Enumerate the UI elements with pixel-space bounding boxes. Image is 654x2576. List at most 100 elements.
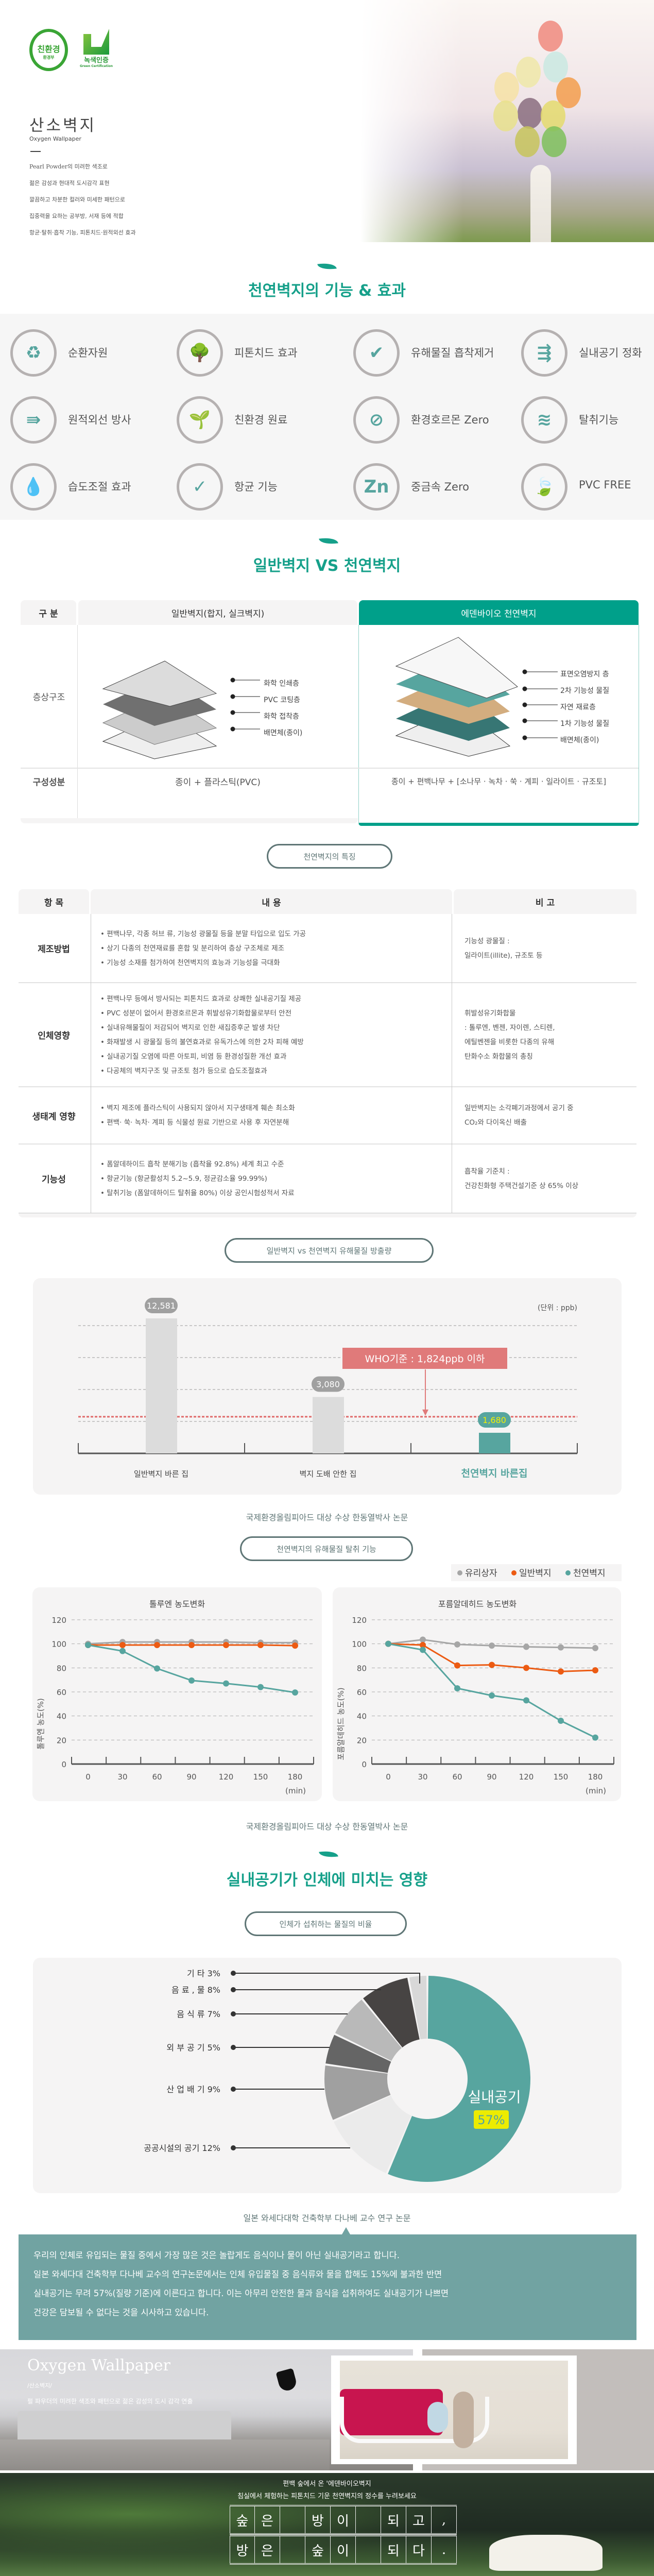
- table-header-note: 비 고: [454, 889, 636, 914]
- natural-layer-diagram: [395, 637, 558, 757]
- content-bullet: • 항균기능 (항균활성치 5.2~5.9, 정균감소율 99.99%): [100, 1172, 452, 1186]
- feature-label: 습도조절 효과: [68, 481, 131, 493]
- bar: [479, 1433, 510, 1453]
- data-point: [188, 1677, 195, 1684]
- x-tick-label: 120: [219, 1772, 234, 1782]
- intake-ratio-button[interactable]: 인체가 섭취하는 물질의 비율: [245, 1911, 407, 1936]
- y-tick-label: 80: [57, 1664, 66, 1673]
- layer-label: 화학 인쇄층: [264, 680, 299, 688]
- data-point: [223, 1680, 229, 1687]
- forest-photo: [0, 2473, 654, 2576]
- bullet-text: 화재발생 시 광물질 등의 불연효과로 유독가스에 의한 2차 피해 예방: [107, 1038, 304, 1046]
- intake-donut-chart: 실내공기 57% 공공시설의 공기 12% 산 업 배 기 9% 외 부 공 기 5% 음…: [144, 1969, 530, 2182]
- layer-label: PVC 코팅층: [264, 696, 300, 704]
- y-tick-label: 60: [357, 1688, 367, 1697]
- row-note: 휘발성유기화합물: 톨루엔, 벤젠, 자이렌, 스티렌, 에틸벤젠을 비롯한 다…: [455, 983, 636, 1087]
- grid-cell: .: [432, 2536, 457, 2563]
- woman-figure: [530, 165, 551, 242]
- compare-col-category: 구 분: [21, 600, 76, 625]
- value-label: 1,680: [483, 1415, 506, 1425]
- table-row: 제조방법 • 편백나무, 각종 허브 류, 기능성 광물질 등을 분말 타입으로 …: [19, 914, 636, 983]
- content-bullet: • 폼알데하이드 흡착 분해기능 (흡착율 92.8%) 세계 최고 수준: [100, 1157, 452, 1172]
- no-zn-icon: Zn: [353, 463, 400, 511]
- natural-component: 종이 + 편백나무 + [소나무 · 녹차 · 쑥 · 계피 · 일라이트 · …: [391, 776, 607, 786]
- leader-line: [233, 1973, 420, 1984]
- feature-item: ⇛ 원적외선 방사: [10, 396, 170, 444]
- row-name: 제조방법: [38, 944, 70, 955]
- data-point: [454, 1685, 460, 1691]
- y-tick-label: 100: [51, 1640, 66, 1649]
- message-line: 실내공기는 무려 57%(질량 기준)에 이른다고 합니다. 이는 아무리 안전…: [33, 2289, 449, 2298]
- emission-button[interactable]: 일반벽지 vs 천연벽지 유해물질 방출량: [225, 1238, 434, 1263]
- donut-slice: [335, 1999, 402, 2061]
- value-badge: [145, 1298, 178, 1313]
- indoor-title: 실내공기가 인체에 미치는 영향: [226, 1871, 428, 1889]
- x-tick-label: 60: [152, 1772, 162, 1782]
- bullet-dot: •: [100, 958, 107, 967]
- data-point: [420, 1647, 426, 1653]
- deodorize-caption: 국제환경올림피아드 대상 수상 한동열박사 논문: [246, 1822, 408, 1832]
- bullet-text: 다공체의 벽지구조 및 규조토 첨가 등으로 습도조절효과: [107, 1066, 267, 1075]
- donut-slice: [363, 1977, 420, 2048]
- hero-line: 항균·탈취·흡착 기능, 피톤치드·원적외선 효과: [29, 229, 136, 236]
- y-tick-label: 0: [61, 1760, 66, 1769]
- deodorize-icon: ≋: [521, 396, 567, 444]
- chart-title: 포름알데히드 농도변화: [438, 1599, 517, 1609]
- row-name: 생태계 영향: [32, 1111, 76, 1122]
- grid-cell: 방: [230, 2536, 255, 2563]
- hero-subtitle: Oxygen Wallpaper: [29, 135, 81, 142]
- leaf-icon: [317, 261, 337, 272]
- table-row: 인체영향 • 편백나무 등에서 방사되는 피톤치드 효과로 상쾌한 실내공기질 제…: [19, 983, 636, 1087]
- row-content: • 벽지 제조에 플라스틱이 사용되지 않아서 지구생태계 훼손 최소화 • 편백…: [91, 1087, 452, 1144]
- hero-line: 젊은 감성과 현대적 도시감각 표현: [29, 180, 110, 187]
- data-point: [523, 1643, 529, 1650]
- grid-cell: [356, 2506, 381, 2533]
- note-line: 기능성 광물질 :: [464, 937, 510, 945]
- data-point: [558, 1668, 564, 1675]
- grid-cell: [280, 2506, 305, 2533]
- general-component: 종이 + 플라스틱(PVC): [175, 777, 261, 788]
- row-content: • 편백나무 등에서 방사되는 피톤치드 효과로 상쾌한 실내공기질 제공 • P…: [91, 983, 452, 1087]
- bullet-text: 편백나무, 각종 허브 류, 기능성 광물질 등을 분말 타입으로 입도 가공: [107, 929, 306, 938]
- bed-in-forest: [489, 2535, 603, 2571]
- bullet-dot: •: [100, 1052, 107, 1061]
- grid-cell: 은: [255, 2506, 280, 2533]
- donut-slice: [409, 1976, 427, 2040]
- data-point: [489, 1692, 495, 1699]
- bullet-dot: •: [100, 1104, 107, 1112]
- logo-green-text: 녹색인증: [84, 57, 109, 64]
- y-tick-label: 20: [57, 1736, 66, 1745]
- data-point: [592, 1667, 598, 1673]
- slice-label-indoor-air: 실내공기: [468, 2089, 521, 2106]
- x-tick-label: 150: [253, 1772, 268, 1782]
- layer-label: 1차 기능성 물질: [560, 720, 610, 728]
- feature-label: 탈취기능: [579, 414, 619, 426]
- deodorize-button[interactable]: 천연벽지의 유해물질 탈취 기능: [240, 1536, 413, 1561]
- layer-anti-stain: [395, 637, 518, 699]
- data-point: [523, 1665, 529, 1671]
- layer-label: 자연 재료층: [560, 703, 596, 711]
- x-tick-label: 30: [117, 1772, 127, 1782]
- grid-cell: 숲: [305, 2536, 331, 2563]
- row-content: • 폼알데하이드 흡착 분해기능 (흡착율 92.8%) 세계 최고 수준 • 항…: [91, 1144, 452, 1213]
- data-point: [292, 1689, 298, 1696]
- gallery-desc: 펄 파우더의 미려한 색조와 패턴으로 젊은 감성의 도시 감각 연출: [27, 2398, 193, 2405]
- bullet-text: 편백· 쑥· 녹차· 계피 등 식물성 원료 기반으로 사용 후 자연분해: [107, 1118, 289, 1127]
- donut-slice: [334, 2095, 411, 2174]
- characteristics-button[interactable]: 천연벽지의 특징: [267, 844, 392, 869]
- series-line-3: [388, 1643, 596, 1739]
- eco-certification-logo: 친환경 환경부: [29, 29, 68, 71]
- green-mark-icon: [83, 29, 109, 55]
- unit-label: (단위 : ppb): [538, 1304, 577, 1312]
- content-bullet: • 편백나무, 각종 허브 류, 기능성 광물질 등을 분말 타입으로 입도 가…: [100, 927, 452, 941]
- data-point: [85, 1642, 91, 1648]
- bullet-text: 항균기능 (항균활성치 5.2~5.9, 정균감소율 99.99%): [107, 1174, 267, 1183]
- grid-cell: [356, 2536, 381, 2563]
- feature-item: ⊘ 환경호르몬 Zero: [353, 396, 513, 444]
- x-axis-label: (min): [285, 1786, 306, 1795]
- divider: [77, 625, 78, 820]
- x-axis-label: (min): [586, 1786, 606, 1795]
- shield-check-icon: ✔: [353, 329, 400, 377]
- x-tick-label: 180: [588, 1772, 603, 1782]
